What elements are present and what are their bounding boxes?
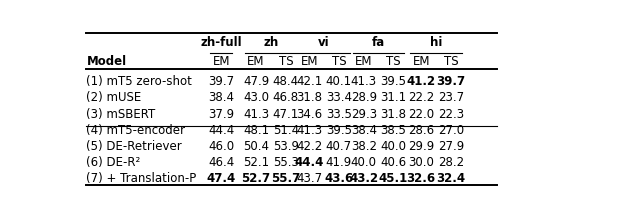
Text: 47.9: 47.9 bbox=[243, 75, 269, 88]
Text: 39.5: 39.5 bbox=[380, 75, 406, 88]
Text: zh: zh bbox=[263, 36, 278, 49]
Text: 33.4: 33.4 bbox=[326, 91, 352, 104]
Text: 40.0: 40.0 bbox=[380, 140, 406, 153]
Text: 29.3: 29.3 bbox=[351, 108, 377, 121]
Text: fa: fa bbox=[372, 36, 385, 49]
Text: 22.2: 22.2 bbox=[408, 91, 435, 104]
Text: 31.8: 31.8 bbox=[380, 108, 406, 121]
Text: 43.7: 43.7 bbox=[296, 172, 322, 185]
Text: 39.7: 39.7 bbox=[208, 75, 234, 88]
Text: EM: EM bbox=[212, 55, 230, 68]
Text: 29.9: 29.9 bbox=[408, 140, 435, 153]
Text: 46.4: 46.4 bbox=[208, 156, 234, 169]
Text: (2) mUSE: (2) mUSE bbox=[86, 91, 141, 104]
Text: 40.6: 40.6 bbox=[380, 156, 406, 169]
Text: 48.1: 48.1 bbox=[243, 124, 269, 137]
Text: TS: TS bbox=[386, 55, 401, 68]
Text: 28.2: 28.2 bbox=[438, 156, 464, 169]
Text: 32.6: 32.6 bbox=[406, 172, 436, 185]
Text: 52.7: 52.7 bbox=[241, 172, 271, 185]
Text: TS: TS bbox=[444, 55, 458, 68]
Text: 41.3: 41.3 bbox=[296, 124, 322, 137]
Text: 45.1: 45.1 bbox=[379, 172, 408, 185]
Text: (6) DE-R²: (6) DE-R² bbox=[86, 156, 141, 169]
Text: 41.3: 41.3 bbox=[243, 108, 269, 121]
Text: 50.4: 50.4 bbox=[243, 140, 269, 153]
Text: 46.8: 46.8 bbox=[273, 91, 299, 104]
Text: 30.0: 30.0 bbox=[408, 156, 434, 169]
Text: 28.6: 28.6 bbox=[408, 124, 435, 137]
Text: EM: EM bbox=[300, 55, 318, 68]
Text: 31.8: 31.8 bbox=[296, 91, 322, 104]
Text: 51.4: 51.4 bbox=[273, 124, 299, 137]
Text: 40.0: 40.0 bbox=[351, 156, 377, 169]
Text: 41.2: 41.2 bbox=[406, 75, 436, 88]
Text: 27.0: 27.0 bbox=[438, 124, 464, 137]
Text: (1) mT5 zero-shot: (1) mT5 zero-shot bbox=[86, 75, 193, 88]
Text: 31.1: 31.1 bbox=[380, 91, 406, 104]
Text: 41.3: 41.3 bbox=[351, 75, 377, 88]
Text: 47.1: 47.1 bbox=[273, 108, 299, 121]
Text: 37.9: 37.9 bbox=[208, 108, 234, 121]
Text: 43.2: 43.2 bbox=[349, 172, 378, 185]
Text: 48.4: 48.4 bbox=[273, 75, 299, 88]
Text: (7) + Translation-P: (7) + Translation-P bbox=[86, 172, 196, 185]
Text: 38.4: 38.4 bbox=[209, 91, 234, 104]
Text: 43.0: 43.0 bbox=[243, 91, 269, 104]
Text: 38.5: 38.5 bbox=[381, 124, 406, 137]
Text: 40.1: 40.1 bbox=[326, 75, 352, 88]
Text: 23.7: 23.7 bbox=[438, 91, 464, 104]
Text: 39.7: 39.7 bbox=[436, 75, 465, 88]
Text: 42.1: 42.1 bbox=[296, 75, 323, 88]
Text: (4) mT5-encoder: (4) mT5-encoder bbox=[86, 124, 186, 137]
Text: hi: hi bbox=[430, 36, 442, 49]
Text: EM: EM bbox=[355, 55, 372, 68]
Text: 22.0: 22.0 bbox=[408, 108, 435, 121]
Text: 55.3: 55.3 bbox=[273, 156, 299, 169]
Text: 52.1: 52.1 bbox=[243, 156, 269, 169]
Text: 28.9: 28.9 bbox=[351, 91, 377, 104]
Text: (3) mSBERT: (3) mSBERT bbox=[86, 108, 156, 121]
Text: 39.5: 39.5 bbox=[326, 124, 352, 137]
Text: 42.2: 42.2 bbox=[296, 140, 323, 153]
Text: (5) DE-Retriever: (5) DE-Retriever bbox=[86, 140, 182, 153]
Text: 33.5: 33.5 bbox=[326, 108, 352, 121]
Text: 43.6: 43.6 bbox=[324, 172, 353, 185]
Text: Model: Model bbox=[86, 55, 127, 68]
Text: 38.2: 38.2 bbox=[351, 140, 377, 153]
Text: EM: EM bbox=[247, 55, 265, 68]
Text: 34.6: 34.6 bbox=[296, 108, 322, 121]
Text: EM: EM bbox=[413, 55, 430, 68]
Text: 46.0: 46.0 bbox=[208, 140, 234, 153]
Text: 44.4: 44.4 bbox=[294, 156, 324, 169]
Text: 47.4: 47.4 bbox=[207, 172, 236, 185]
Text: vi: vi bbox=[318, 36, 330, 49]
Text: TS: TS bbox=[278, 55, 293, 68]
Text: 55.7: 55.7 bbox=[271, 172, 300, 185]
Text: 22.3: 22.3 bbox=[438, 108, 464, 121]
Text: 44.4: 44.4 bbox=[208, 124, 234, 137]
Text: 41.9: 41.9 bbox=[326, 156, 352, 169]
Text: 40.7: 40.7 bbox=[326, 140, 352, 153]
Text: 53.9: 53.9 bbox=[273, 140, 299, 153]
Text: 32.4: 32.4 bbox=[436, 172, 465, 185]
Text: zh-full: zh-full bbox=[200, 36, 242, 49]
Text: TS: TS bbox=[332, 55, 346, 68]
Text: 38.4: 38.4 bbox=[351, 124, 377, 137]
Text: 27.9: 27.9 bbox=[438, 140, 464, 153]
